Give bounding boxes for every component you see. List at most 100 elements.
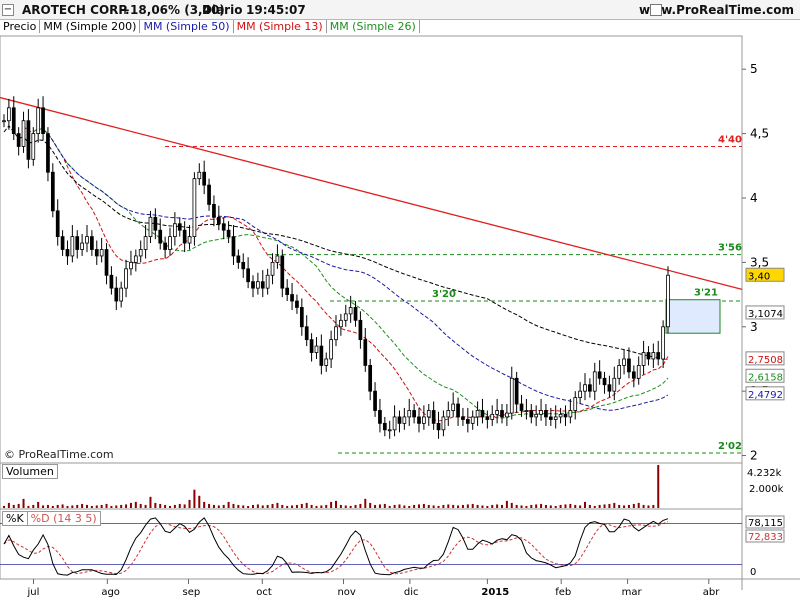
candle-body xyxy=(358,319,363,341)
candle-body xyxy=(368,365,373,392)
volume-bar xyxy=(486,505,489,508)
volume-bar xyxy=(242,505,245,508)
candle-body xyxy=(592,371,597,392)
candle-body xyxy=(129,261,133,270)
volume-bar xyxy=(623,505,626,508)
volume-bar xyxy=(12,504,15,508)
volume-bar xyxy=(476,504,479,508)
candle-body xyxy=(422,416,426,424)
volume-bar xyxy=(61,504,64,508)
candle-body xyxy=(436,422,441,431)
stoch-d-value: 72,833 xyxy=(748,532,783,543)
volume-bar xyxy=(315,505,318,508)
volume-pane-label: Volumen xyxy=(2,464,58,479)
candle-body xyxy=(539,410,543,415)
volume-bar xyxy=(154,502,157,508)
legend-ma50[interactable]: MM (Simple 50) xyxy=(140,20,234,33)
y-tick-label: 3,5 xyxy=(750,255,769,269)
ma200-line xyxy=(3,124,669,360)
candle-body xyxy=(295,300,299,308)
candle-body xyxy=(99,249,104,257)
legend-ma13[interactable]: MM (Simple 13) xyxy=(233,20,327,33)
volume-bar xyxy=(252,504,254,508)
candle-body xyxy=(470,416,475,424)
candle-body xyxy=(46,133,50,173)
volume-bar xyxy=(442,504,445,508)
candle-body xyxy=(36,107,41,134)
ma-value-tag: 2,7508 xyxy=(748,355,783,366)
volume-bar xyxy=(647,505,650,508)
candle-body xyxy=(290,294,294,302)
candle-body xyxy=(392,416,397,431)
volume-bar xyxy=(652,504,655,508)
volume-bar xyxy=(300,503,303,508)
volume-bar xyxy=(637,502,640,508)
candle-body xyxy=(138,249,143,257)
x-tick-label: nov xyxy=(337,587,355,598)
candle-body xyxy=(563,413,568,418)
legend-price[interactable]: Precio xyxy=(0,20,41,33)
legend-ma26[interactable]: MM (Simple 26) xyxy=(326,20,420,33)
candle-body xyxy=(661,326,665,360)
candle-body xyxy=(329,339,333,360)
candle-body xyxy=(70,236,75,257)
level-label: 3'20 xyxy=(432,289,456,300)
level-label: 3'56 xyxy=(718,243,742,254)
volume-bar xyxy=(344,505,347,508)
volume-bar xyxy=(632,503,635,508)
candle-body xyxy=(407,410,412,418)
last-price-tag-bg xyxy=(745,267,785,282)
candle-body xyxy=(187,236,192,244)
volume-bar xyxy=(110,505,113,508)
candle-body xyxy=(426,410,431,418)
candle-body xyxy=(216,216,221,225)
candle-body xyxy=(475,410,480,418)
candle-body xyxy=(94,249,99,257)
candle-body xyxy=(31,133,36,160)
volume-bar xyxy=(481,505,484,508)
level-label: 4'40 xyxy=(718,134,742,145)
volume-bar xyxy=(71,505,74,508)
candle-body xyxy=(241,261,246,270)
x-tick-label: sep xyxy=(183,587,201,598)
candle-body xyxy=(212,204,216,218)
x-tick-label: dic xyxy=(404,587,419,598)
volume-bar xyxy=(125,504,128,508)
volume-tick-label: 2.000k xyxy=(749,484,784,495)
candle-body xyxy=(666,274,670,328)
volume-bar xyxy=(3,505,5,508)
collapse-button[interactable]: − xyxy=(2,4,14,16)
candle-body xyxy=(119,287,124,302)
volume-bar xyxy=(408,505,411,508)
candle-body xyxy=(246,268,250,283)
candle-body xyxy=(461,416,465,420)
stoch-zero-label: 0 xyxy=(750,567,756,578)
volume-bar xyxy=(593,505,596,508)
candle-body xyxy=(373,390,377,411)
volume-bar xyxy=(491,504,494,508)
volume-bar xyxy=(129,502,132,508)
candle-body xyxy=(524,410,529,412)
candle-body xyxy=(314,345,319,353)
x-tick-label: abr xyxy=(703,587,720,598)
volume-bar xyxy=(90,505,93,508)
candle-body xyxy=(505,412,509,418)
candle-body xyxy=(529,410,534,418)
x-tick-label: 2015 xyxy=(481,587,509,598)
volume-bar xyxy=(393,504,396,508)
x-tick-label: oct xyxy=(256,587,272,598)
volume-bar xyxy=(330,501,333,508)
candle-body xyxy=(280,255,285,289)
restore-window-icon[interactable] xyxy=(650,4,662,16)
volume-tick-label: 4.232k xyxy=(747,468,782,479)
candle-body xyxy=(275,255,280,263)
volume-bar xyxy=(413,504,416,508)
volume-bar xyxy=(564,504,567,508)
candle-body xyxy=(519,403,524,411)
legend-ma200[interactable]: MM (Simple 200) xyxy=(40,20,141,33)
volume-bar xyxy=(374,504,377,508)
candle-body xyxy=(578,390,582,399)
candle-body xyxy=(50,171,55,212)
candle-body xyxy=(553,416,558,420)
